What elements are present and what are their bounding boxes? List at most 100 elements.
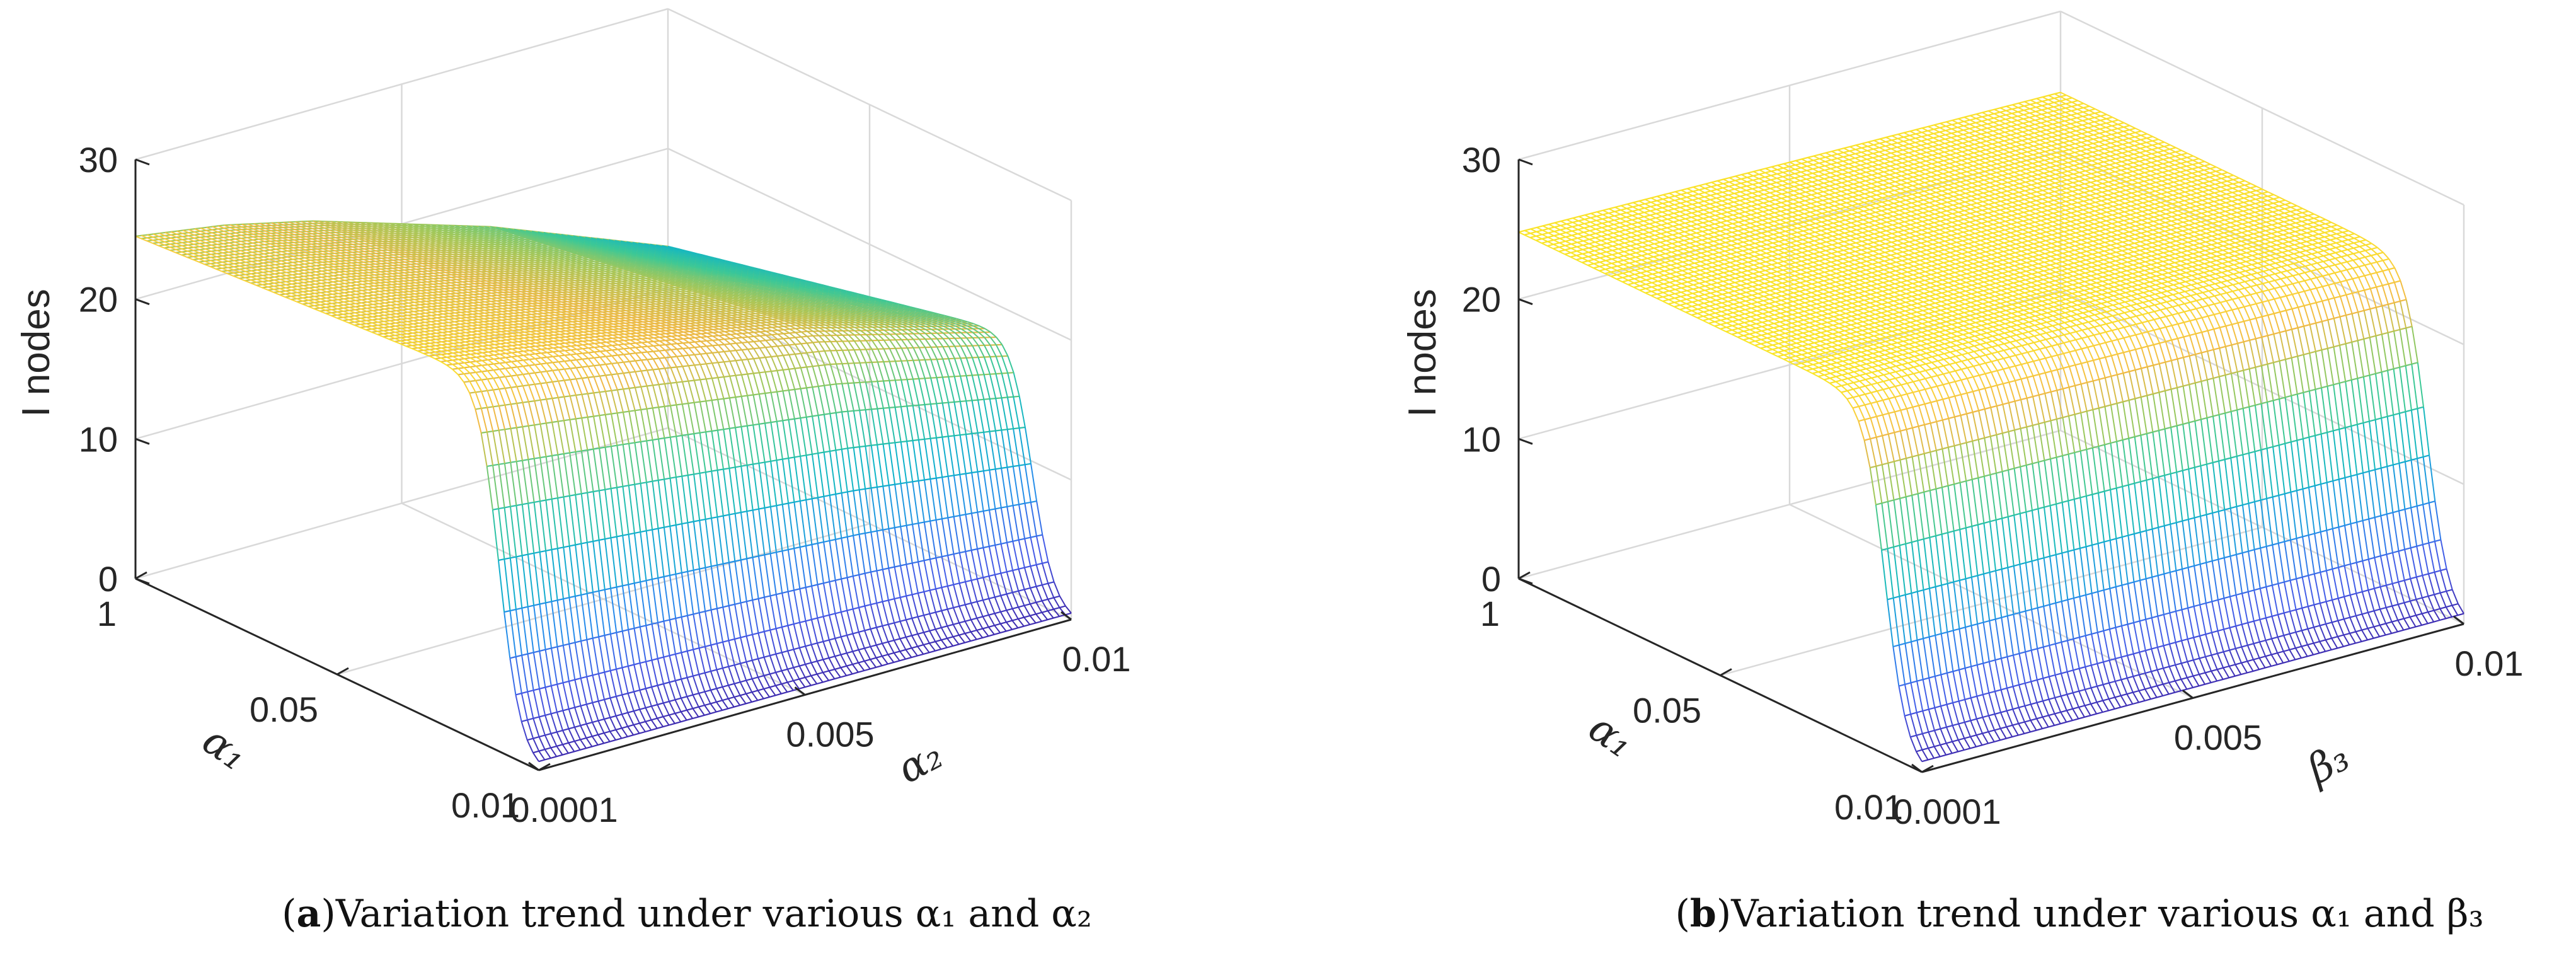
panel-a-mesh-seg — [342, 231, 348, 235]
panel-a-mesh-seg — [793, 418, 802, 456]
panel-a-mesh-seg — [347, 244, 354, 248]
panel-a-mesh-seg — [573, 303, 580, 307]
panel-a-mesh-seg — [514, 307, 520, 311]
panel-a-mesh-seg — [817, 415, 825, 453]
panel-a-mesh-seg — [670, 383, 677, 405]
panel-a-mesh-seg — [482, 349, 489, 353]
panel-a-mesh-seg — [609, 296, 616, 300]
panel-a-mesh-seg — [561, 309, 568, 313]
panel-a-mesh-seg — [492, 270, 499, 275]
panel-a-mesh-seg — [402, 300, 409, 304]
panel-a-mesh-seg — [544, 283, 551, 287]
panel-a-mesh-seg — [592, 286, 599, 289]
panel-a-mesh-seg — [294, 241, 301, 246]
panel-a-mesh-seg — [422, 258, 429, 262]
panel-a-mesh-seg — [708, 300, 715, 304]
panel-a-mesh-seg — [304, 254, 311, 258]
panel-a-mesh-seg — [273, 286, 280, 289]
panel-a-mesh-seg — [377, 222, 384, 226]
panel-a-mesh-seg — [286, 265, 293, 270]
panel-a-mesh-seg — [375, 258, 382, 262]
panel-a-mesh-seg — [335, 245, 342, 249]
panel-a-mesh-seg — [181, 254, 188, 258]
panel-a-mesh-seg — [509, 296, 515, 300]
panel-a-mesh-seg — [518, 246, 525, 250]
panel-a-mesh-seg — [291, 286, 298, 291]
panel-a-mesh-seg — [241, 238, 248, 241]
panel-a-mesh-seg — [588, 254, 595, 258]
panel-a-mesh-seg — [558, 369, 565, 381]
panel-a-mesh-seg — [298, 264, 305, 268]
panel-a-mesh-seg — [864, 630, 871, 647]
panel-a-mesh-seg — [566, 324, 572, 328]
panel-a-mesh-seg — [280, 260, 287, 264]
panel-a-mesh-seg — [234, 253, 241, 258]
panel-a-mesh-seg — [608, 306, 615, 309]
panel-a-mesh-seg — [401, 331, 408, 335]
panel-a-mesh-seg — [529, 346, 536, 350]
panel-a-mesh-seg — [380, 276, 387, 280]
panel-a-mesh-seg — [686, 284, 693, 287]
panel-a-mesh-seg — [318, 222, 325, 226]
panel-a-mesh-seg — [742, 329, 749, 334]
panel-a-mesh-seg — [141, 234, 147, 239]
panel-a-mesh-seg — [234, 248, 241, 251]
panel-a-mesh-seg — [454, 315, 461, 319]
panel-a-mesh-seg — [547, 341, 554, 345]
panel-a-mesh-seg — [362, 280, 369, 284]
panel-a-mesh-seg — [502, 227, 509, 231]
panel-a-mesh-seg — [900, 526, 907, 565]
panel-a-mesh-seg — [364, 238, 371, 242]
panel-a-mesh-seg — [415, 287, 422, 292]
panel-a-mesh-seg — [457, 269, 464, 273]
panel-a-mesh-seg — [772, 316, 779, 320]
panel-a-mesh-seg — [480, 278, 487, 282]
panel-a-mesh-seg — [342, 320, 349, 324]
panel-a-mesh-seg — [900, 565, 907, 596]
panel-a-mesh-seg — [613, 315, 620, 320]
panel-a-mesh-seg — [357, 270, 364, 274]
panel-a-mesh-seg — [764, 597, 771, 630]
panel-a-mesh-seg — [321, 286, 328, 290]
panel-a-mesh-seg — [553, 340, 560, 345]
panel-a-mesh-seg — [650, 286, 657, 289]
panel-a-mesh-seg — [517, 253, 524, 257]
panel-a-mesh-seg — [580, 705, 587, 724]
panel-a-mesh-seg — [597, 297, 604, 301]
panel-a-mesh-seg — [439, 280, 446, 284]
panel-a-mesh-seg — [514, 313, 520, 316]
panel-a-mesh-seg — [435, 250, 442, 253]
panel-a-mesh-seg — [270, 246, 277, 250]
panel-a-mesh-seg — [400, 340, 407, 344]
panel-a-mesh-seg — [627, 287, 634, 291]
panel-a-mesh-seg — [899, 650, 906, 660]
panel-a-mesh-seg — [435, 239, 442, 243]
panel-a-mesh-seg — [493, 255, 500, 260]
panel-a-mesh-seg — [543, 315, 549, 320]
panel-a-mesh-seg — [461, 292, 468, 296]
panel-a-mesh-seg — [529, 350, 536, 355]
panel-a-mesh-seg — [771, 339, 778, 347]
panel-a-mesh-seg — [464, 358, 471, 363]
panel-a-mesh-seg — [672, 316, 679, 320]
panel-a-mesh-seg — [819, 322, 826, 326]
panel-a-mesh-seg — [244, 274, 251, 278]
panel-a-mesh-seg — [536, 330, 543, 334]
panel-a-mesh-seg — [643, 318, 650, 322]
panel-a-mesh-seg — [633, 293, 639, 297]
panel-a-mesh-seg — [544, 649, 552, 686]
panel-a-mesh-seg — [522, 359, 530, 366]
panel-a-mesh-seg — [638, 304, 645, 308]
panel-a-mesh-seg — [454, 321, 461, 325]
panel-a-mesh-seg — [790, 314, 797, 318]
panel-a-mesh-seg — [655, 303, 662, 307]
panel-a-mesh-seg — [463, 381, 471, 394]
panel-a-mesh-seg — [437, 303, 444, 306]
panel-a-mesh-seg — [538, 287, 545, 292]
panel-a-mesh-seg — [517, 347, 524, 352]
panel-a-mesh-seg — [482, 245, 489, 250]
panel-a-mesh-seg — [356, 278, 363, 282]
panel-a-mesh-seg — [354, 229, 360, 233]
panel-a-mesh-seg — [812, 342, 820, 352]
panel-a-mesh-seg — [481, 379, 488, 391]
